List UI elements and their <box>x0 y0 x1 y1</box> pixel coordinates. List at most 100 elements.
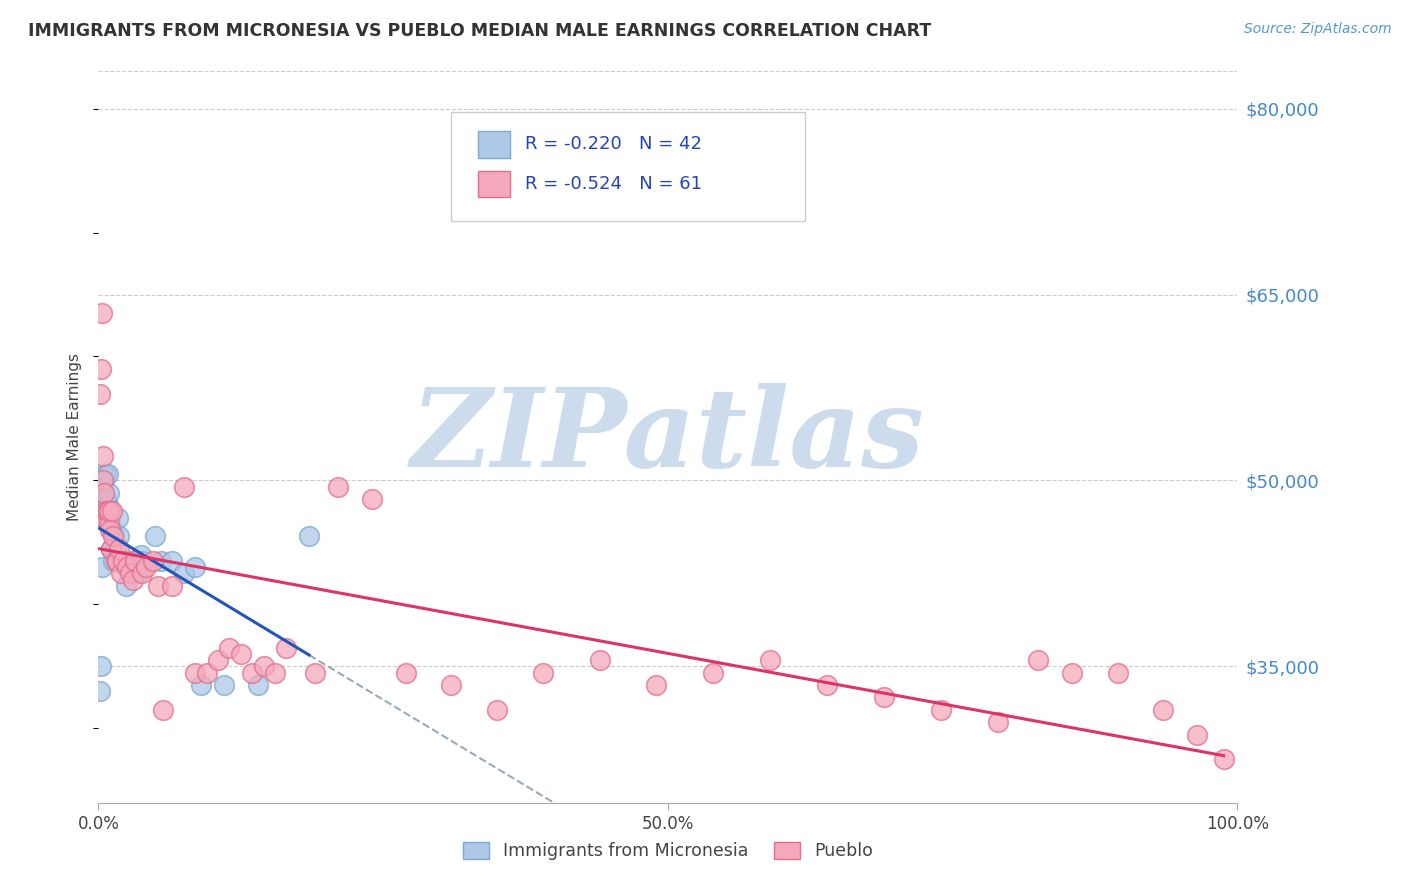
Point <box>395 665 418 680</box>
Point <box>120 566 142 581</box>
Point <box>146 579 169 593</box>
Point <box>229 647 252 661</box>
FancyBboxPatch shape <box>451 112 804 221</box>
Point <box>1062 665 1084 680</box>
Point <box>100 523 122 537</box>
Point <box>104 541 127 556</box>
Point <box>118 554 141 568</box>
Point <box>1107 665 1129 680</box>
Point <box>162 579 184 593</box>
Point <box>107 510 129 524</box>
Point <box>90 659 112 673</box>
Point <box>759 653 782 667</box>
Point <box>94 510 117 524</box>
Point <box>90 560 112 574</box>
Point <box>145 529 167 543</box>
Point <box>93 474 115 488</box>
Point <box>131 566 153 581</box>
Point <box>104 554 127 568</box>
Point <box>152 703 174 717</box>
Point <box>150 554 173 568</box>
Point <box>91 510 114 524</box>
Point <box>96 504 118 518</box>
Point <box>1212 752 1234 766</box>
Point <box>121 573 143 587</box>
Point <box>1026 653 1049 667</box>
Point <box>91 474 114 488</box>
Point <box>246 678 269 692</box>
Point <box>108 529 131 543</box>
Point <box>298 529 321 543</box>
Point <box>97 504 120 518</box>
Point <box>135 560 157 574</box>
Point <box>101 523 124 537</box>
Text: R = -0.524   N = 61: R = -0.524 N = 61 <box>526 175 703 193</box>
Point <box>1187 728 1209 742</box>
Point <box>127 566 149 581</box>
Text: ZIPatlas: ZIPatlas <box>411 384 925 491</box>
Text: IMMIGRANTS FROM MICRONESIA VS PUEBLO MEDIAN MALE EARNINGS CORRELATION CHART: IMMIGRANTS FROM MICRONESIA VS PUEBLO MED… <box>28 22 931 40</box>
Point <box>96 498 118 512</box>
Point <box>112 554 135 568</box>
Point <box>100 541 122 556</box>
Point <box>90 306 112 320</box>
Point <box>588 653 610 667</box>
Point <box>129 548 152 562</box>
Text: R = -0.220   N = 42: R = -0.220 N = 42 <box>526 136 703 153</box>
Point <box>304 665 326 680</box>
Point <box>100 541 122 556</box>
Point <box>240 665 263 680</box>
Point <box>929 703 952 717</box>
Point <box>89 684 111 698</box>
Point <box>96 467 118 482</box>
Point <box>987 715 1010 730</box>
Point <box>114 579 136 593</box>
Point <box>218 640 240 655</box>
Point <box>93 486 115 500</box>
Point <box>97 510 120 524</box>
Text: Source: ZipAtlas.com: Source: ZipAtlas.com <box>1244 22 1392 37</box>
Point <box>142 554 165 568</box>
Point <box>131 554 153 568</box>
Point <box>89 386 111 401</box>
Point <box>91 486 114 500</box>
Point <box>115 560 138 574</box>
Point <box>212 678 235 692</box>
Point <box>195 665 218 680</box>
Point <box>1152 703 1174 717</box>
Point <box>360 491 382 506</box>
Point <box>108 541 131 556</box>
Point <box>94 467 117 482</box>
Point <box>96 467 118 482</box>
Point <box>93 491 115 506</box>
Point <box>97 516 120 531</box>
Point <box>173 480 195 494</box>
Point <box>103 529 125 543</box>
FancyBboxPatch shape <box>478 170 509 197</box>
Point <box>173 566 195 581</box>
Point <box>97 486 120 500</box>
Point <box>162 554 184 568</box>
Point <box>645 678 668 692</box>
Point <box>815 678 838 692</box>
Point <box>96 504 118 518</box>
Point <box>98 523 121 537</box>
Point <box>98 504 121 518</box>
Point <box>96 504 118 518</box>
Point <box>252 659 274 673</box>
Point <box>94 491 117 506</box>
Point <box>96 491 118 506</box>
Y-axis label: Median Male Earnings: Median Male Earnings <box>67 353 83 521</box>
Point <box>98 510 121 524</box>
Legend: Immigrants from Micronesia, Pueblo: Immigrants from Micronesia, Pueblo <box>456 835 880 867</box>
Point <box>440 678 463 692</box>
Point <box>105 554 128 568</box>
Point <box>486 703 509 717</box>
Point <box>103 529 125 543</box>
Point <box>702 665 724 680</box>
Point <box>207 653 229 667</box>
Point <box>184 560 207 574</box>
Point <box>264 665 287 680</box>
Point <box>326 480 349 494</box>
FancyBboxPatch shape <box>478 131 509 158</box>
